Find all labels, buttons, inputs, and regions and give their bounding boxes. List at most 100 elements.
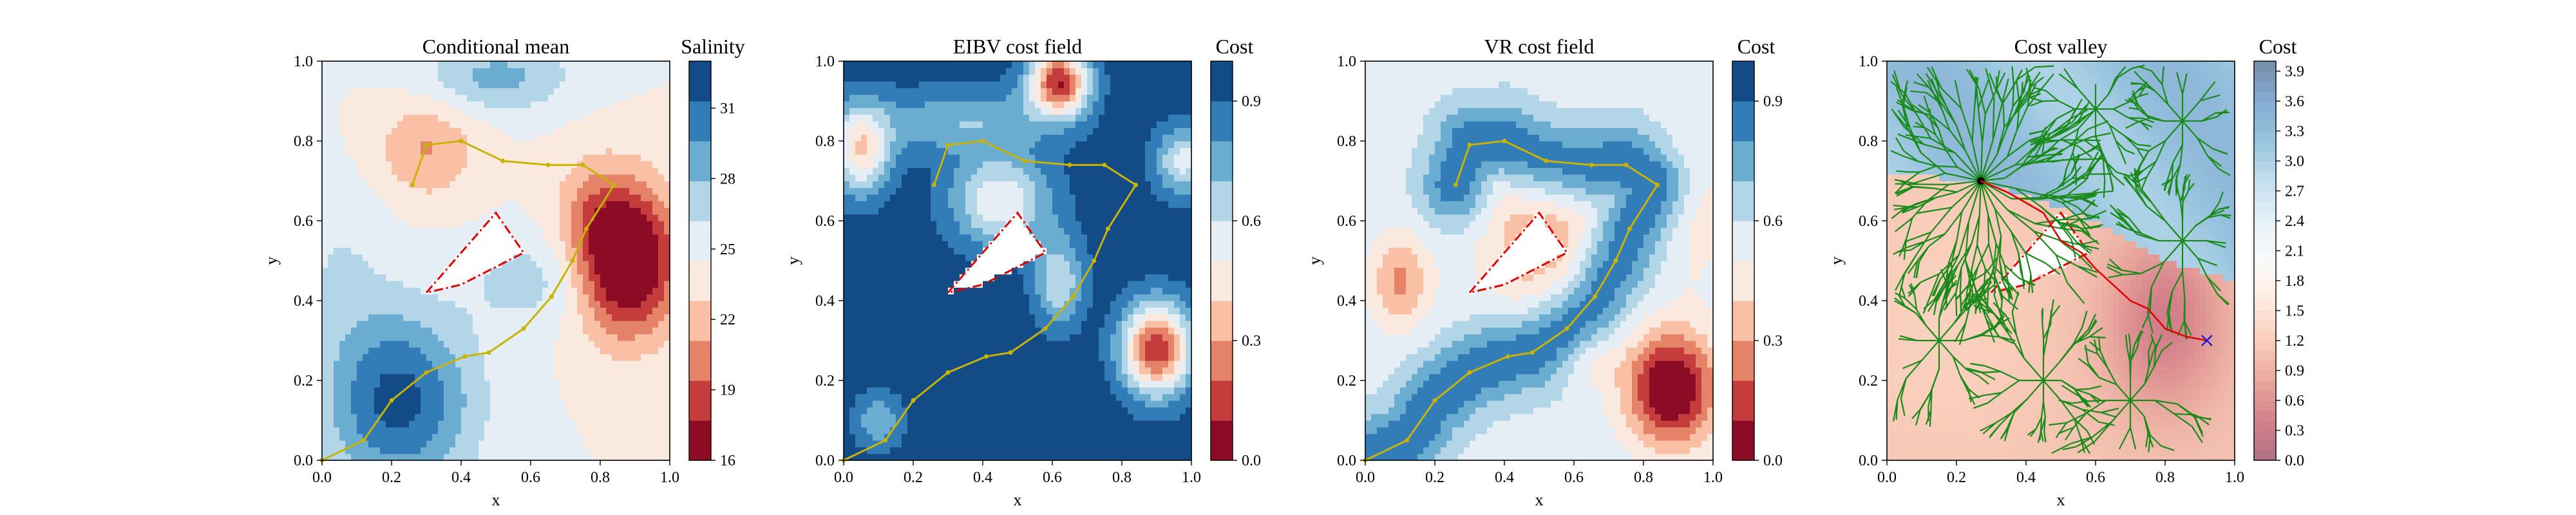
heatmap-cell (490, 393, 497, 401)
heatmap-cell (507, 440, 514, 447)
heatmap-cell (902, 453, 908, 461)
heatmap-cell (467, 88, 473, 95)
heatmap-cell (363, 380, 369, 388)
heatmap-cell (374, 274, 381, 281)
heatmap-cell (484, 387, 491, 395)
heatmap-cell (519, 154, 526, 162)
heatmap-cell (583, 420, 589, 427)
heatmap-cell (525, 74, 531, 82)
heatmap-cell (374, 201, 381, 208)
heatmap-cell (641, 274, 647, 281)
heatmap-cell (461, 187, 468, 195)
heatmap-cell (652, 327, 659, 335)
heatmap-cell (380, 400, 386, 407)
heatmap-cell (467, 154, 473, 162)
heatmap-cell (907, 167, 914, 175)
heatmap-cell (583, 353, 589, 361)
heatmap-cell (507, 301, 514, 308)
heatmap-cell (357, 367, 363, 375)
heatmap-cell (623, 287, 630, 295)
heatmap-cell (525, 141, 531, 148)
heatmap-cell (925, 380, 931, 388)
heatmap-cell (444, 413, 450, 421)
heatmap-cell (403, 88, 410, 95)
heatmap-cell (925, 433, 931, 441)
heatmap-cell (942, 174, 949, 182)
heatmap-cell (855, 301, 862, 308)
heatmap-cell (931, 261, 937, 268)
heatmap-cell (345, 74, 352, 82)
heatmap-cell (844, 267, 850, 275)
heatmap-cell (513, 281, 520, 288)
heatmap-cell (861, 453, 867, 461)
heatmap-cell (641, 393, 647, 401)
heatmap-cell (496, 413, 502, 421)
heatmap-cell (363, 367, 369, 375)
heatmap-cell (635, 407, 641, 415)
heatmap-cell (339, 241, 346, 248)
heatmap-cell (339, 74, 346, 82)
heatmap-cell (623, 413, 630, 421)
heatmap-cell (890, 141, 896, 148)
heatmap-cell (438, 194, 444, 201)
heatmap-cell (368, 360, 375, 368)
heatmap-cell (658, 88, 665, 95)
heatmap-cell (658, 347, 665, 355)
heatmap-cell (844, 281, 850, 288)
heatmap-cell (623, 420, 630, 427)
heatmap-cell (641, 207, 647, 215)
heatmap-cell (496, 187, 502, 195)
heatmap-cell (345, 413, 352, 421)
heatmap-cell (554, 61, 560, 68)
heatmap-cell (339, 68, 346, 75)
heatmap-cell (931, 360, 937, 368)
heatmap-cell (618, 147, 624, 155)
heatmap-cell (531, 261, 537, 268)
heatmap-cell (357, 347, 363, 355)
heatmap-cell (426, 274, 433, 281)
heatmap-cell (357, 360, 363, 368)
heatmap-cell (502, 307, 508, 315)
heatmap-cell (328, 68, 334, 75)
heatmap-cell (954, 134, 960, 142)
heatmap-cell (565, 241, 572, 248)
heatmap-cell (450, 307, 456, 315)
heatmap-cell (873, 161, 879, 168)
heatmap-cell (339, 221, 346, 228)
heatmap-cell (942, 420, 949, 427)
heatmap-cell (878, 427, 885, 435)
heatmap-cell (884, 114, 891, 122)
heatmap-cell (925, 81, 931, 88)
heatmap-cell (844, 187, 850, 195)
heatmap-cell (849, 121, 856, 128)
heatmap-cell (461, 94, 468, 102)
heatmap-cell (513, 214, 520, 221)
heatmap-cell (345, 387, 352, 395)
heatmap-cell (623, 274, 630, 281)
heatmap-cell (502, 321, 508, 328)
heatmap-cell (589, 294, 595, 301)
heatmap-cell (612, 360, 618, 368)
heatmap-cell (507, 413, 514, 421)
heatmap-cell (397, 194, 404, 201)
heatmap-cell (855, 367, 862, 375)
heatmap-cell (647, 287, 653, 295)
heatmap-cell (502, 234, 508, 241)
heatmap-cell (907, 221, 914, 228)
heatmap-cell (618, 214, 624, 221)
heatmap-cell (925, 294, 931, 301)
heatmap-cell (513, 147, 520, 155)
heatmap-cell (392, 360, 398, 368)
heatmap-cell (629, 281, 636, 288)
heatmap-cell (513, 167, 520, 175)
heatmap-cell (438, 407, 444, 415)
heatmap-cell (554, 101, 560, 108)
heatmap-cell (873, 294, 879, 301)
heatmap-cell (368, 327, 375, 335)
heatmap-cell (623, 234, 630, 241)
heatmap-cell (554, 254, 560, 261)
heatmap-cell (386, 447, 392, 454)
heatmap-cell (635, 341, 641, 348)
colorbar-tick-label: 22 (720, 312, 735, 328)
heatmap-cell (548, 353, 554, 361)
